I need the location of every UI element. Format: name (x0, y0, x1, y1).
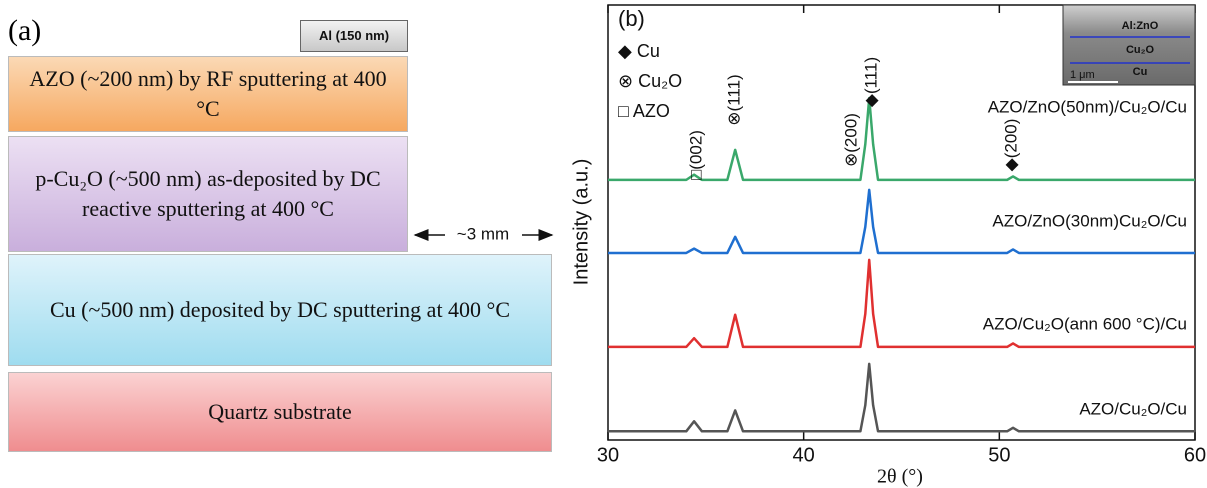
legend-marker: □ AZO (618, 101, 670, 121)
inset-image (1062, 4, 1196, 86)
series-label: AZO/Cu₂O(ann 600 °C)/Cu (983, 314, 1187, 333)
peak-annotation: ◆(200) (1001, 119, 1020, 172)
xrd-curve (608, 188, 1195, 255)
xrd-curve (608, 362, 1195, 433)
xrd-curve (608, 258, 1195, 349)
peak-annotation: ⊗(111) (724, 74, 743, 125)
x-tick-label: 30 (597, 444, 619, 466)
layer: AZO (~200 nm) by RF sputtering at 400 °C (8, 56, 408, 132)
legend-marker: ⊗ Cu₂O (618, 71, 682, 91)
series-label: AZO/Cu₂O/Cu (1079, 399, 1187, 418)
plot-frame (607, 4, 1196, 441)
inset-label: Cu (1133, 66, 1148, 78)
y-axis-label: Intensity (a.u.) (570, 159, 592, 286)
layer: p-Cu₂O (~500 nm) as-deposited by DC reac… (8, 136, 408, 252)
panel-label: (a) (8, 14, 42, 47)
top-contact: Al (150 nm) (300, 20, 408, 52)
layer: Cu (~500 nm) deposited by DC sputtering … (8, 254, 552, 366)
peak-annotation: ◆(111) (861, 57, 880, 107)
peak-annotation: ⊗(200) (841, 113, 860, 167)
x-tick-label: 60 (1184, 444, 1206, 466)
gap-label: ~3 mm (457, 224, 509, 243)
x-tick-label: 40 (793, 444, 815, 466)
series-label: AZO/ZnO(50nm)/Cu₂O/Cu (988, 97, 1187, 116)
peak-annotation: □(002) (686, 130, 705, 180)
inset-label: Al:ZnO (1122, 20, 1159, 32)
scale-bar-label: 1 μm (1070, 69, 1095, 81)
legend-marker: ◆ Cu (618, 41, 660, 61)
layer: Quartz substrate (8, 372, 552, 452)
x-axis-label: 2θ (°) (877, 466, 923, 488)
xrd-curve (608, 96, 1195, 182)
x-tick-label: 50 (988, 444, 1010, 466)
panel-label: (b) (618, 6, 645, 31)
inset-label: Cu₂O (1126, 44, 1155, 56)
series-label: AZO/ZnO(30nm)Cu₂O/Cu (992, 211, 1187, 230)
